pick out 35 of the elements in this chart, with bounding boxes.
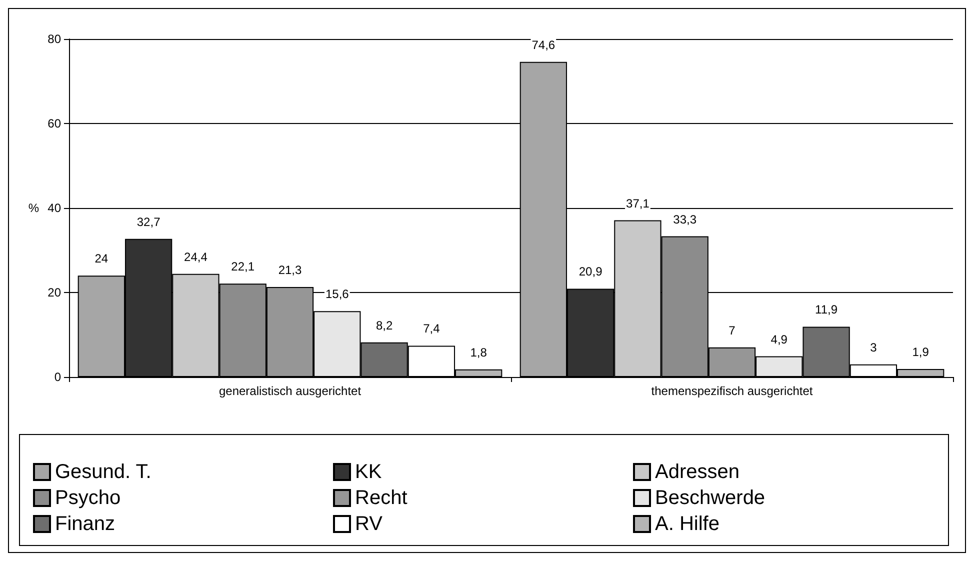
y-tick-label: 80 [48, 32, 62, 46]
data-label: 1,9 [912, 344, 930, 359]
data-label: 7 [728, 323, 736, 338]
legend-label: Adressen [655, 461, 740, 483]
legend-label: KK [355, 461, 382, 483]
data-label: 37,1 [626, 196, 650, 210]
x-tick-label: generalistisch ausgerichtet [218, 384, 362, 398]
legend-label: Beschwerde [655, 487, 766, 509]
legend-label: A. Hilfe [655, 513, 720, 535]
data-label: 8,2 [376, 318, 393, 332]
data-label: 4,9 [770, 332, 788, 346]
y-tick-label: 60 [48, 116, 62, 130]
data-label: 74,6 [532, 38, 556, 52]
x-tick-label: themenspezifisch ausgerichtet [651, 384, 814, 398]
data-label: 21,3 [278, 263, 302, 278]
data-label: 1,8 [470, 345, 488, 360]
y-tick-label: 20 [48, 286, 62, 300]
y-axis-title: % [28, 201, 40, 215]
legend-label: Finanz [55, 513, 116, 535]
legend-label: Gesund. T. [55, 461, 152, 483]
data-label: 7,4 [423, 322, 440, 336]
legend-label: Psycho [55, 487, 121, 509]
data-label: 24,4 [184, 250, 208, 264]
data-label: 33,3 [673, 212, 697, 226]
data-label: 15,6 [325, 287, 350, 302]
data-label: 22,1 [231, 260, 255, 274]
data-label: 32,7 [136, 214, 161, 229]
legend-label: RV [355, 513, 384, 535]
data-label: 20,9 [578, 264, 603, 279]
data-label: 11,9 [815, 302, 838, 317]
y-tick-label: 40 [48, 201, 62, 215]
data-label: 24 [94, 252, 108, 266]
y-tick-label: 0 [54, 370, 62, 384]
data-label: 3 [870, 340, 878, 354]
legend-label: Recht [355, 487, 408, 509]
